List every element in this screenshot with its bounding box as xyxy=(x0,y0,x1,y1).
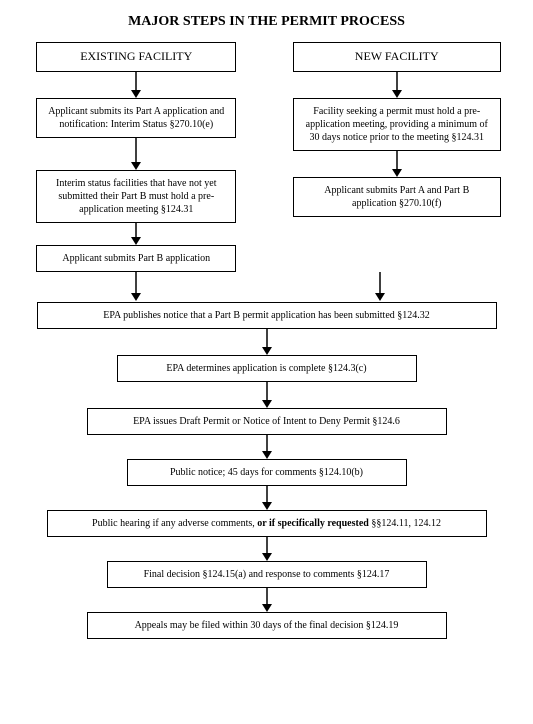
arrow-icon xyxy=(260,588,274,612)
arrow-icon xyxy=(260,382,274,408)
left-step-2: Interim status facilities that have not … xyxy=(36,170,236,223)
bottom-step-6: Final decision §124.15(a) and response t… xyxy=(107,561,427,588)
bottom-step-1: EPA publishes notice that a Part B permi… xyxy=(37,302,497,329)
bottom-step-7: Appeals may be filed within 30 days of t… xyxy=(87,612,447,639)
page-title: MAJOR STEPS IN THE PERMIT PROCESS xyxy=(18,14,515,30)
b5-text-c: §§124.11, 124.12 xyxy=(371,518,441,529)
arrow-icon xyxy=(260,329,274,355)
b5-text-b: or if specifically requested xyxy=(257,518,371,529)
arrow-icon xyxy=(129,72,143,98)
bottom-step-3: EPA issues Draft Permit or Notice of Int… xyxy=(87,408,447,435)
merge-arrows xyxy=(18,272,515,302)
right-step-2: Applicant submits Part A and Part B appl… xyxy=(293,177,501,217)
columns-wrap: EXISTING FACILITY Applicant submits its … xyxy=(18,42,515,272)
left-column: EXISTING FACILITY Applicant submits its … xyxy=(18,42,255,272)
arrow-icon xyxy=(260,486,274,510)
arrow-icon xyxy=(260,537,274,561)
bottom-step-4: Public notice; 45 days for comments §124… xyxy=(127,459,407,486)
arrow-icon xyxy=(129,138,143,170)
existing-facility-header: EXISTING FACILITY xyxy=(36,42,236,72)
arrow-icon xyxy=(129,223,143,245)
arrow-icon xyxy=(390,151,404,177)
arrow-icon xyxy=(260,435,274,459)
b5-text-a: Public hearing if any adverse comments, xyxy=(92,518,257,529)
bottom-step-2: EPA determines application is complete §… xyxy=(117,355,417,382)
left-step-1: Applicant submits its Part A application… xyxy=(36,98,236,138)
arrow-icon xyxy=(390,72,404,98)
bottom-flow: EPA publishes notice that a Part B permi… xyxy=(18,302,515,639)
new-facility-header: NEW FACILITY xyxy=(293,42,501,72)
left-step-3: Applicant submits Part B application xyxy=(36,245,236,272)
right-step-1: Facility seeking a permit must hold a pr… xyxy=(293,98,501,151)
bottom-step-5: Public hearing if any adverse comments, … xyxy=(47,510,487,537)
right-column: NEW FACILITY Facility seeking a permit m… xyxy=(279,42,516,272)
